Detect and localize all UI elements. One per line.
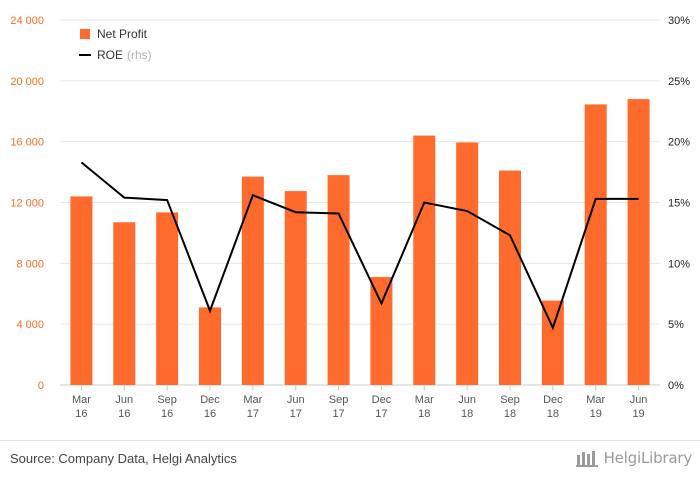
bar [499, 170, 521, 385]
bar [627, 99, 650, 385]
source-note: Source: Company Data, Helgi Analytics [10, 451, 237, 466]
right-tick-label: 10% [668, 258, 690, 270]
bar [370, 277, 393, 385]
x-tick-label: Mar 19 [586, 394, 605, 420]
x-tick-label: Sep 18 [500, 394, 520, 420]
bar [456, 142, 479, 385]
bar [70, 196, 93, 385]
right-tick-label: 0% [668, 380, 684, 392]
x-tick-label: Jun 18 [458, 394, 476, 420]
grid-lines [60, 19, 660, 386]
bar [284, 191, 307, 385]
left-tick-label: 8 000 [16, 258, 44, 270]
bar-series-net-profit [70, 99, 650, 385]
legend-label-roe-name: ROE [97, 48, 123, 62]
left-tick-label: 4 000 [16, 319, 44, 331]
bar [156, 212, 179, 385]
logo: HelgiLibrary [575, 449, 693, 467]
left-axis: 0 4 000 8 000 12 000 16 000 20 000 24 000 [10, 15, 44, 392]
bar [327, 175, 350, 385]
right-tick-label: 30% [668, 15, 690, 27]
x-tick-label: Dec 18 [543, 394, 563, 420]
x-tick-label: Mar 16 [72, 394, 91, 420]
right-tick-label: 25% [668, 76, 690, 88]
library-icon [575, 451, 598, 467]
left-tick-label: 24 000 [10, 15, 44, 27]
line-series-roe [80, 161, 639, 331]
left-tick-label: 16 000 [10, 137, 44, 149]
x-tick-label: Dec 17 [372, 394, 392, 420]
bar [199, 307, 221, 385]
left-tick-label: 12 000 [10, 198, 44, 210]
x-tick-label: Dec 16 [200, 394, 220, 420]
right-tick-label: 20% [668, 137, 690, 149]
x-axis: Mar 16 Jun 16 Sep 16 Dec 16 Mar 17 Jun 17 Sep 17 Dec 17… [72, 385, 647, 420]
bar [584, 104, 607, 385]
right-tick-label: 15% [668, 198, 690, 210]
x-tick-label: Jun 19 [630, 394, 648, 420]
legend-label-roe: ROE (rhs) [97, 48, 152, 62]
x-tick-label: Sep 16 [157, 394, 177, 420]
x-tick-label: Mar 18 [415, 394, 434, 420]
bar [113, 222, 136, 385]
bar [241, 176, 264, 385]
right-tick-label: 5% [668, 319, 684, 331]
legend: Net Profit ROE (rhs) [79, 27, 152, 62]
legend-swatch-net-profit [80, 29, 90, 39]
bar [413, 135, 436, 385]
x-tick-label: Sep 17 [329, 394, 349, 420]
chart-canvas: 0 4 000 8 000 12 000 16 000 20 000 24 000 0% 5%… [10, 15, 690, 420]
footer: Source: Company Data, Helgi Analytics He… [0, 440, 700, 484]
bar [541, 300, 564, 385]
roe-line [80, 161, 639, 331]
legend-label-net-profit: Net Profit [97, 27, 148, 41]
x-tick-label: Mar 17 [243, 394, 262, 420]
legend-label-roe-suffix: (rhs) [127, 48, 152, 62]
x-tick-label: Jun 16 [115, 394, 133, 420]
x-tick-label: Jun 17 [287, 394, 305, 420]
left-tick-label: 0 [38, 380, 44, 392]
logo-text: HelgiLibrary [603, 449, 693, 467]
left-tick-label: 20 000 [10, 76, 44, 88]
right-axis: 0% 5% 10% 15% 20% 25% 30% [668, 15, 690, 392]
